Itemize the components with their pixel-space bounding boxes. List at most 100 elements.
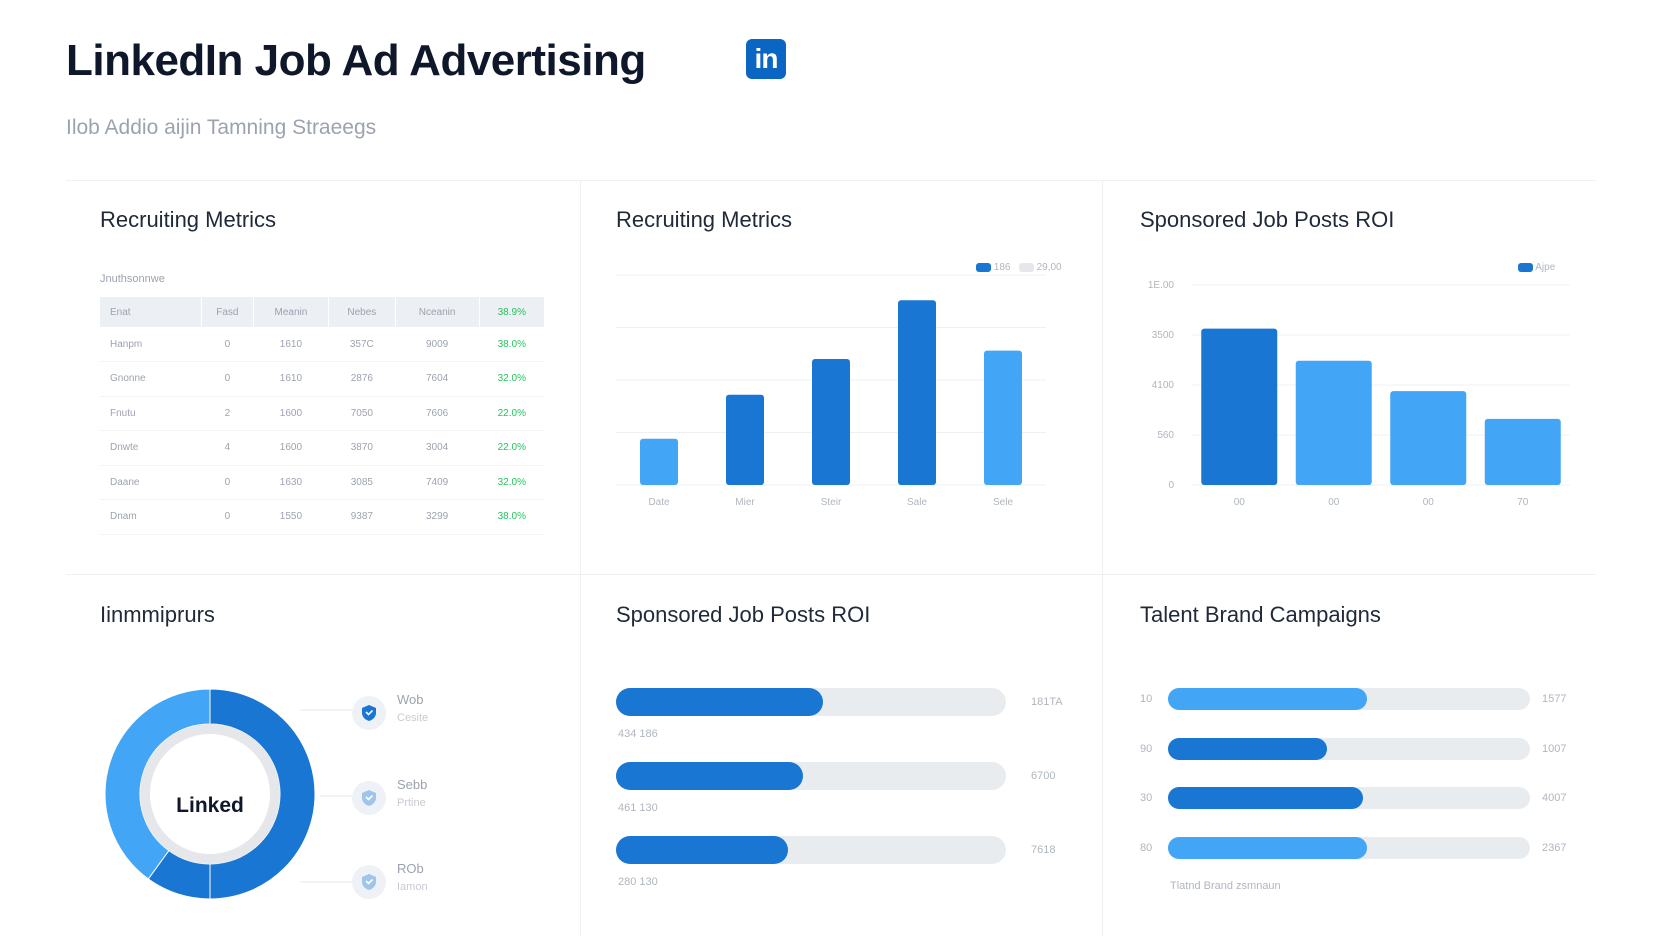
table-cell: 22.0%	[479, 430, 545, 466]
legend-swatch	[976, 262, 991, 272]
bar-value: 1007	[1542, 743, 1567, 755]
table-cell: 7409	[395, 465, 480, 500]
table-cell: Dnam	[100, 499, 202, 535]
bar	[726, 394, 764, 485]
shield-icon	[352, 781, 386, 815]
sponsored-roi-bar-chart: 0 560 4100 3500 1E.00 00 00 00 70	[1148, 280, 1570, 508]
legend-label: 186	[993, 262, 1011, 273]
x-tick-label: 00	[1423, 497, 1435, 508]
chart-caption: Tlatnd Brand zsmnaun	[1170, 880, 1281, 892]
table-cell: 1610	[253, 361, 329, 397]
donut-legend-item[interactable]: Sebb Prtine	[352, 777, 472, 817]
table-cell: 1610	[253, 327, 329, 362]
progress-sublabel: 280 130	[618, 876, 658, 888]
linkedin-logo-icon[interactable]: in	[746, 39, 786, 79]
table-cell: 1600	[253, 430, 329, 466]
legend-label: Ajpe	[1535, 262, 1556, 273]
table-row[interactable]: Dnam 0 1550 9387 3299 38.0%	[100, 499, 545, 535]
legend-swatch	[1018, 262, 1034, 272]
page-header: LinkedIn Job Ad Advertising in Ilob Addi…	[66, 30, 866, 140]
panel-title: Iinmmiprurs	[100, 602, 215, 627]
table-row[interactable]: Fnutu 2 1600 7050 7606 22.0%	[100, 396, 545, 431]
table-cell: 22.0%	[479, 396, 545, 431]
table-cell: Gnonne	[100, 361, 202, 397]
table-caption: Jnuthsonnwe	[100, 273, 165, 285]
progress-value: 7618	[1031, 844, 1056, 856]
divider	[66, 180, 1596, 181]
column-header[interactable]: Fasd	[201, 297, 254, 327]
table-cell: 0	[201, 327, 254, 362]
panel-title: Sponsored Job Posts ROI	[616, 602, 871, 627]
talent-brand-panel: Talent Brand Campaigns 10 1577 90 1007 3…	[1140, 600, 1600, 930]
donut-legend-item[interactable]: ROb Iamon	[352, 861, 472, 901]
table-cell: 7606	[395, 396, 480, 431]
table-row[interactable]: Daane 0 1630 3085 7409 32.0%	[100, 465, 545, 500]
bar	[1295, 360, 1372, 485]
column-header[interactable]: Nceanin	[395, 297, 480, 327]
bar	[812, 359, 850, 485]
table-header-row: Enat Fasd Meanin Nebes Nceanin 38.9%	[100, 297, 546, 327]
bar	[1484, 418, 1561, 485]
progress-bar[interactable]	[616, 836, 1006, 864]
y-tick-label: 0	[1168, 480, 1174, 491]
table-row[interactable]: Hanpm 0 1610 357C 9009 38.0%	[100, 327, 545, 362]
y-tick-label: 1E.00	[1148, 280, 1175, 291]
donut-legend-item[interactable]: Wob Cesite	[352, 692, 472, 732]
bar	[1390, 391, 1467, 485]
legend-label: Sebb	[397, 777, 428, 792]
table-cell: 7050	[328, 396, 396, 431]
table-row[interactable]: Gnonne 0 1610 2876 7604 32.0%	[100, 361, 545, 397]
campaign-bar-fill	[1168, 738, 1328, 760]
panel-title: Recruiting Metrics	[616, 207, 793, 232]
recruiting-metrics-table-panel: Recruiting Metrics Jnuthsonnwe Enat Fasd…	[100, 205, 560, 545]
progress-bar[interactable]	[616, 688, 1006, 716]
table-cell: 3299	[395, 499, 480, 535]
table-cell: 2	[201, 396, 254, 431]
recruiting-metrics-chart-panel: Recruiting Metrics 186 29,00 Date Mier Ste…	[616, 205, 1076, 545]
bar-left-label: 90	[1140, 743, 1153, 755]
table-cell: Daane	[100, 465, 202, 500]
table-cell: Fnutu	[100, 396, 202, 431]
bar-left-label: 30	[1140, 792, 1153, 804]
column-header[interactable]: Nebes	[328, 297, 396, 327]
table-cell: 32.0%	[479, 361, 545, 397]
x-tick-label: Sele	[993, 497, 1013, 508]
bar	[898, 300, 936, 485]
sponsored-roi-chart-panel: Sponsored Job Posts ROI Ajpe 0 560 4100 350…	[1140, 205, 1600, 545]
panel-title: Recruiting Metrics	[100, 207, 277, 232]
bar-value: 1577	[1542, 693, 1567, 705]
table-cell: 3004	[395, 430, 480, 466]
page-title: LinkedIn Job Ad Advertising	[66, 36, 646, 85]
legend-swatch	[1518, 262, 1533, 272]
donut-chart	[104, 688, 316, 900]
progress-bar-fill	[616, 688, 823, 716]
table-cell: Hanpm	[100, 327, 202, 362]
column-header[interactable]: 38.9%	[479, 297, 546, 327]
legend-label: 29,00	[1036, 262, 1062, 273]
legend-sublabel: Iamon	[397, 881, 428, 893]
campaign-bar[interactable]	[1168, 688, 1530, 710]
progress-sublabel: 461 130	[618, 802, 658, 814]
progress-bar[interactable]	[616, 762, 1006, 790]
column-header[interactable]: Enat	[100, 297, 203, 327]
column-header[interactable]: Meanin	[253, 297, 330, 327]
table-cell: 1550	[253, 499, 329, 535]
legend-label: Wob	[397, 692, 424, 707]
campaign-bar[interactable]	[1168, 787, 1530, 809]
progress-value: 181TA	[1031, 696, 1063, 708]
table-cell: 9009	[395, 327, 480, 362]
donut-leader-lines	[300, 709, 352, 883]
campaign-bar[interactable]	[1168, 837, 1530, 859]
table-cell: 357C	[328, 327, 396, 362]
table-cell: 3085	[328, 465, 396, 500]
bar-left-label: 80	[1140, 842, 1153, 854]
y-tick-label: 560	[1157, 430, 1174, 441]
donut-hole	[150, 734, 270, 854]
x-tick-label: Sale	[907, 497, 927, 508]
campaign-bar[interactable]	[1168, 738, 1530, 760]
table-row[interactable]: Dnwte 4 1600 3870 3004 22.0%	[100, 430, 545, 466]
donut-center-label: Linked	[176, 794, 244, 817]
table-cell: 1630	[253, 465, 329, 500]
shield-icon	[352, 696, 386, 730]
table-cell: 9387	[328, 499, 396, 535]
